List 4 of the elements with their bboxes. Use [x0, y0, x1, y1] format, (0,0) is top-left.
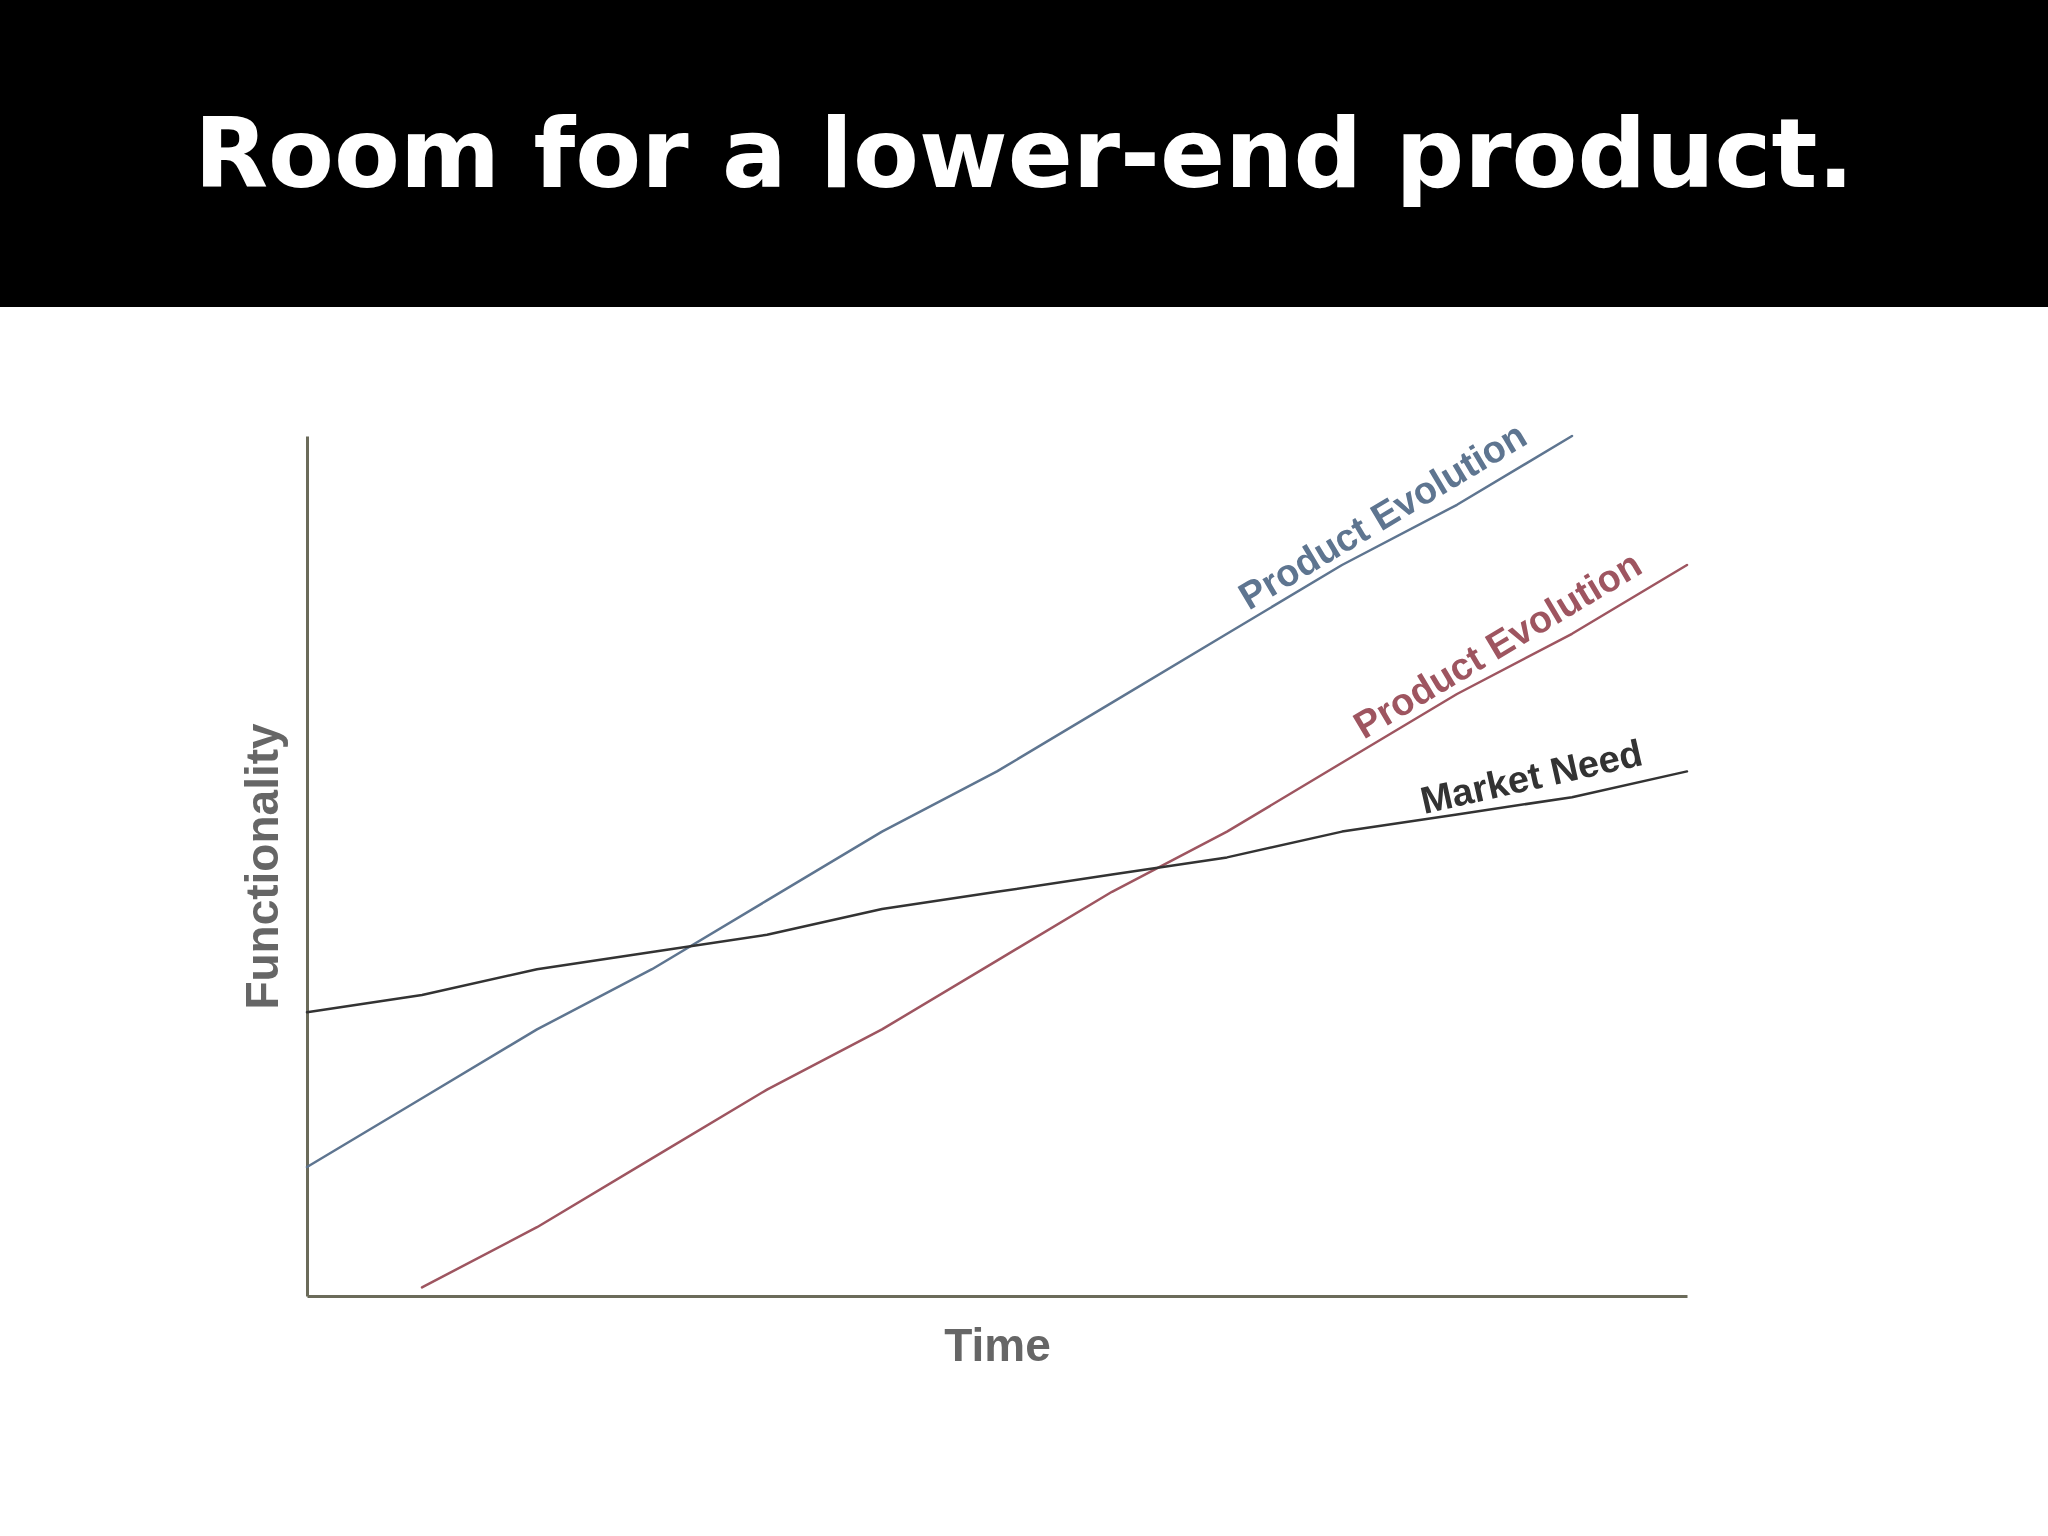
x-axis-title: Time	[944, 1318, 1051, 1371]
chart-title: Room for a lower-end product.	[0, 0, 2048, 307]
text: Market Need	[1416, 731, 1647, 822]
y-axis-title: Functionality	[235, 722, 288, 1010]
